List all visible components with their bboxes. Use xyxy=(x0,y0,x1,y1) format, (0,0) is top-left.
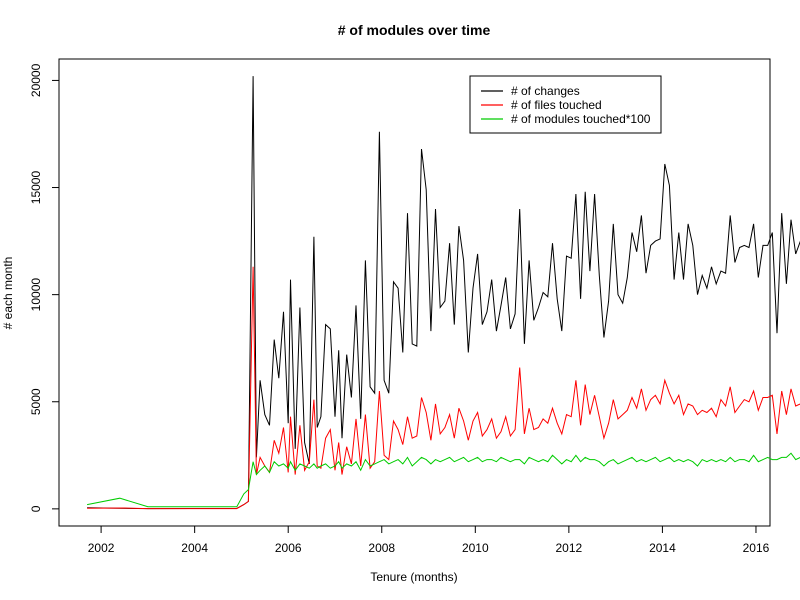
series-line-1 xyxy=(87,266,800,510)
series-line-2 xyxy=(87,452,800,508)
y-tick-label: 10000 xyxy=(29,278,43,312)
plot-area-border xyxy=(58,58,771,527)
x-tick-label: 2008 xyxy=(368,541,395,555)
legend-label-2: # of modules touched*100 xyxy=(511,112,651,126)
y-tick-label: 15000 xyxy=(29,171,43,205)
x-tick-label: 2002 xyxy=(88,541,115,555)
x-tick-label: 2014 xyxy=(649,541,676,555)
y-axis: 0 5000 10000 15000 20000 xyxy=(29,63,60,512)
x-tick-label: 2004 xyxy=(181,541,208,555)
legend-label-0: # of changes xyxy=(511,84,580,98)
y-tick-label: 0 xyxy=(29,505,43,512)
x-tick-label: 2006 xyxy=(275,541,302,555)
legend-label-1: # of files touched xyxy=(511,98,602,112)
y-tick-label: 20000 xyxy=(29,63,43,97)
x-axis-label: Tenure (months) xyxy=(370,570,457,584)
y-tick-label: 5000 xyxy=(29,388,43,415)
legend: # of changes# of files touched# of modul… xyxy=(469,75,662,134)
x-tick-label: 2012 xyxy=(556,541,583,555)
x-tick-label: 2010 xyxy=(462,541,489,555)
x-axis: 2002 2004 2006 2008 2010 2012 2014 2016 xyxy=(88,525,770,555)
y-axis-label: # each month xyxy=(1,257,15,330)
chart-title: # of modules over time xyxy=(338,22,491,38)
series-line-0 xyxy=(87,76,800,510)
series-layer xyxy=(87,76,800,510)
x-tick-label: 2016 xyxy=(743,541,770,555)
